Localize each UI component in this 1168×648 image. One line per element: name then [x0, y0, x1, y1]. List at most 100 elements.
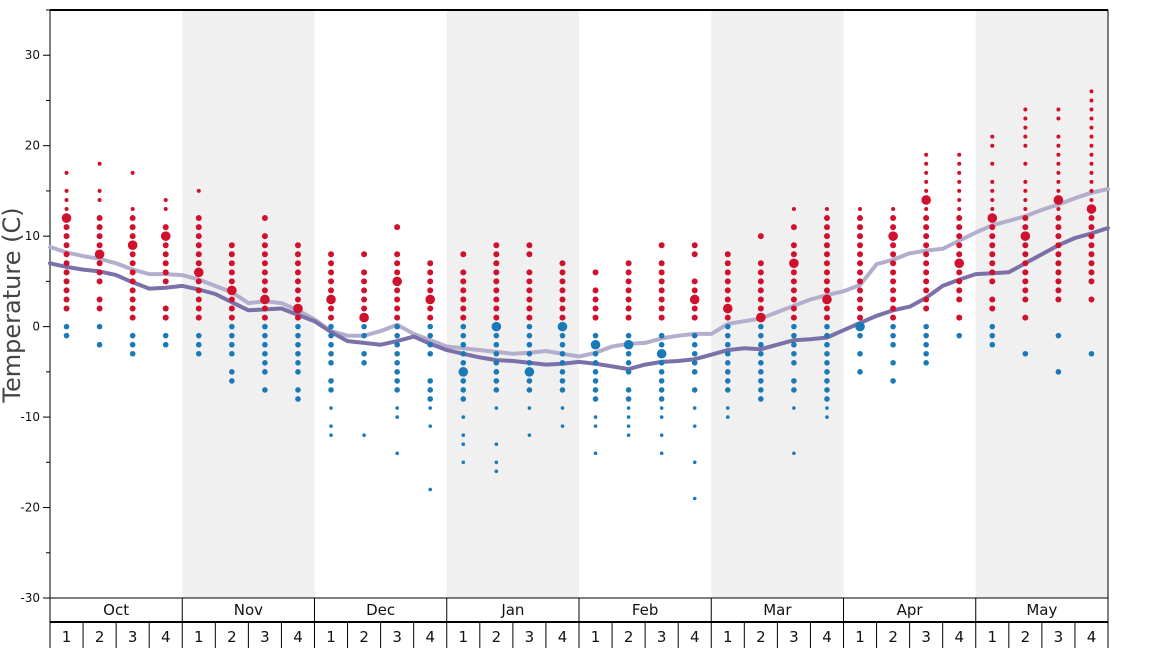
- week-label: 2: [492, 628, 502, 646]
- warm-dot: [1086, 204, 1097, 214]
- warm-dot: [195, 233, 202, 240]
- cold-dot: [791, 323, 797, 330]
- cold-dot: [460, 387, 467, 393]
- warm-dot: [1089, 134, 1094, 139]
- warm-dot: [526, 242, 533, 249]
- warm-dot: [195, 305, 202, 312]
- cold-dot: [659, 415, 664, 419]
- warm-dot: [1055, 269, 1062, 276]
- week-label: 1: [459, 628, 469, 646]
- warm-dot: [425, 294, 436, 305]
- warm-dot: [1089, 197, 1094, 202]
- cold-dot: [857, 369, 863, 375]
- warm-dot: [460, 287, 467, 294]
- warm-dot: [1055, 251, 1062, 258]
- warm-dot: [990, 179, 995, 184]
- warm-dot: [96, 269, 103, 276]
- cold-dot: [725, 406, 730, 410]
- warm-dot: [756, 312, 766, 323]
- warm-dot: [625, 260, 632, 267]
- cold-dot: [129, 350, 136, 357]
- warm-dot: [1089, 98, 1094, 103]
- warm-dot: [857, 296, 864, 303]
- warm-dot: [195, 278, 202, 285]
- cold-dot: [559, 341, 566, 348]
- warm-dot: [228, 278, 235, 285]
- warm-dot: [957, 197, 962, 202]
- warm-dot: [891, 207, 896, 212]
- cold-dot: [1022, 350, 1029, 357]
- warm-dot: [96, 233, 103, 240]
- warm-dot: [261, 215, 268, 222]
- warm-dot: [625, 278, 632, 285]
- warm-dot: [956, 314, 963, 321]
- month-label-mar: Mar: [763, 601, 792, 619]
- warm-dot: [162, 278, 169, 285]
- warm-dot: [63, 251, 70, 258]
- cold-dot: [691, 369, 698, 375]
- warm-dot: [1022, 251, 1029, 258]
- cold-dot: [791, 332, 797, 339]
- warm-dot: [1056, 134, 1061, 139]
- warm-dot: [592, 296, 599, 303]
- cold-dot: [329, 406, 333, 410]
- cold-dot: [526, 341, 533, 348]
- cold-dot: [460, 378, 467, 384]
- warm-dot: [658, 269, 665, 276]
- cold-dot: [923, 360, 929, 366]
- warm-dot: [63, 278, 70, 285]
- cold-dot: [262, 360, 268, 366]
- warm-dot: [923, 215, 930, 222]
- cold-dot: [989, 323, 996, 330]
- cold-dot: [724, 378, 731, 384]
- warm-dot: [294, 296, 301, 303]
- warm-dot: [724, 278, 731, 285]
- cold-dot: [592, 378, 599, 384]
- warm-dot: [1055, 287, 1062, 294]
- warm-dot: [294, 314, 301, 321]
- cold-dot: [395, 451, 399, 456]
- warm-dot: [1088, 242, 1095, 249]
- warm-dot: [493, 296, 500, 303]
- cold-dot: [195, 350, 202, 357]
- cold-dot: [593, 424, 598, 428]
- cold-dot: [63, 332, 70, 339]
- warm-dot: [1088, 224, 1095, 231]
- warm-dot: [1056, 143, 1061, 148]
- warm-dot: [196, 188, 201, 193]
- warm-dot: [526, 278, 533, 285]
- warm-dot: [1055, 278, 1062, 285]
- cold-dot: [295, 360, 301, 366]
- warm-dot: [129, 260, 136, 267]
- cold-dot: [394, 350, 400, 357]
- warm-dot: [956, 251, 963, 258]
- warm-dot: [328, 278, 335, 285]
- cold-dot: [461, 433, 466, 437]
- week-label: 2: [95, 628, 105, 646]
- warm-dot: [757, 269, 764, 276]
- warm-dot: [195, 215, 202, 222]
- cold-dot: [428, 487, 433, 492]
- warm-dot: [790, 287, 797, 294]
- warm-dot: [890, 224, 897, 231]
- warm-dot: [261, 269, 268, 276]
- warm-dot: [96, 242, 103, 249]
- cold-dot: [559, 369, 566, 375]
- warm-dot: [790, 305, 797, 312]
- warm-dot: [1089, 188, 1094, 193]
- cold-dot: [692, 460, 697, 465]
- cold-dot: [494, 460, 499, 465]
- warm-dot: [64, 188, 69, 193]
- month-band-mar: [711, 10, 844, 598]
- cold-dot: [791, 350, 797, 357]
- warm-dot: [228, 269, 235, 276]
- warm-dot: [195, 260, 202, 267]
- cold-dot: [526, 332, 533, 339]
- warm-dot: [954, 258, 965, 269]
- cold-dot: [989, 341, 996, 348]
- warm-dot: [924, 188, 929, 193]
- cold-dot: [394, 323, 400, 330]
- warm-dot: [261, 278, 268, 285]
- cold-dot: [460, 360, 467, 366]
- cold-dot: [362, 433, 366, 437]
